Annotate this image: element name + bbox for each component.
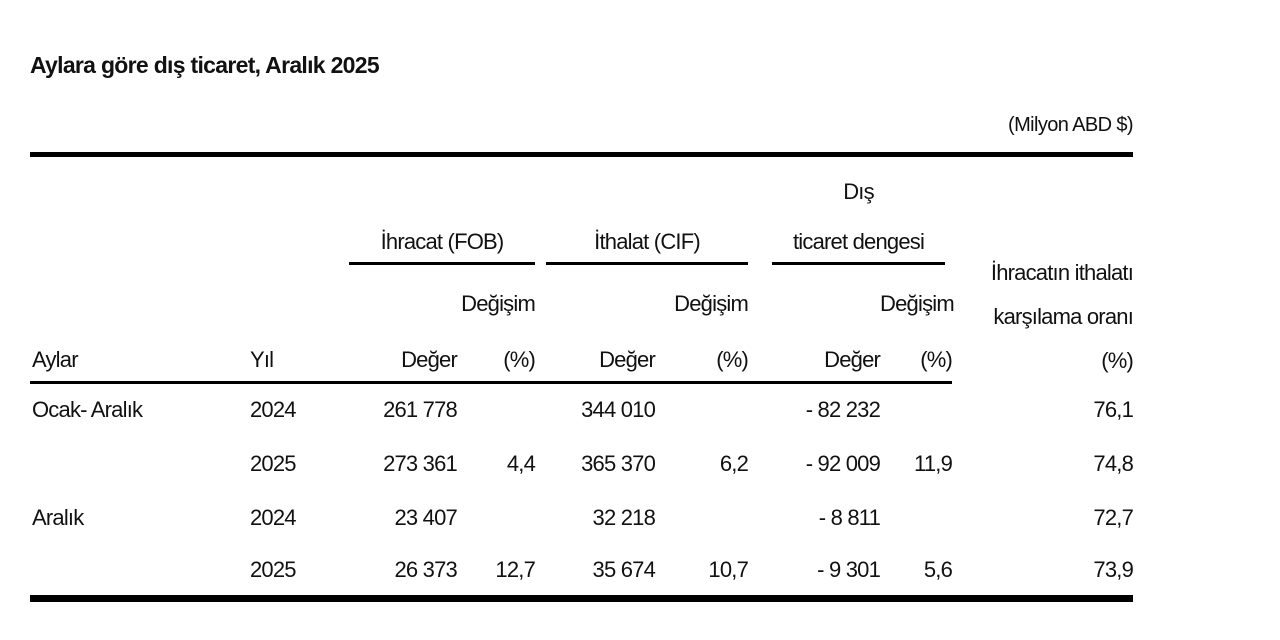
year-cell: 2024 [250, 397, 297, 423]
balance-pct-header: (%) [880, 327, 953, 384]
export-change-cell [457, 491, 535, 545]
coverage-ratio-cell: 74,8 [1093, 450, 1134, 476]
page-title: Aylara göre dış ticaret, Aralık 2025 [30, 52, 380, 78]
unit-note: (Milyon ABD $) [1008, 114, 1134, 136]
export-change-cell [457, 383, 535, 437]
import-change-cell: 6,2 [719, 450, 749, 476]
balance-change-cell [880, 491, 952, 545]
export-group-header: İhracat (FOB) [310, 155, 536, 265]
group-header-row: İhracat (FOB) İthalat (CIF) Dış ticaret … [30, 155, 1134, 373]
import-value-cell: 344 010 [581, 397, 656, 423]
year-header: Yıl [215, 327, 310, 384]
balance-change-cell [880, 383, 952, 437]
balance-change-cell: 11,9 [914, 450, 953, 476]
balance-value-cell: - 92 009 [805, 450, 881, 476]
trade-table: İhracat (FOB) İthalat (CIF) Dış ticaret … [30, 152, 1134, 602]
balance-value-cell: - 8 811 [818, 504, 881, 530]
spacer-cell [30, 265, 310, 327]
import-pct-header: (%) [655, 327, 749, 384]
month-cell: Aralık [32, 504, 84, 530]
balance-value-cell: - 9 301 [817, 556, 881, 582]
export-group-label: İhracat (FOB) [380, 229, 505, 254]
coverage-ratio-cell: 76,1 [1093, 396, 1134, 422]
balance-change-header: Değişim [880, 291, 955, 316]
balance-value-header: Değer [748, 327, 881, 384]
table-row: Ocak- Aralık 2024 261 778 344 010 - 82 2… [30, 383, 1134, 437]
export-value-cell: 26 373 [394, 556, 458, 582]
balance-group-label-line1: Dış [843, 179, 874, 204]
year-cell: 2025 [250, 556, 297, 582]
month-cell [30, 545, 215, 599]
sub-header-row: Aylar Yıl Değer (%) Değer (%) Değer (%) [30, 327, 1133, 384]
export-value-cell: 23 407 [394, 504, 458, 530]
import-value-cell: 35 674 [592, 556, 656, 582]
coverage-ratio-cell: 72,7 [1093, 504, 1134, 530]
month-cell: Ocak- Aralık [32, 397, 143, 423]
coverage-header-line1: İhracatın ithalatı [990, 259, 1134, 285]
balance-group-label-line2: ticaret dengesi [792, 229, 925, 254]
balance-group-header: Dış ticaret dengesi [748, 155, 952, 265]
change-header-row: Değişim Değişim Değişim [30, 265, 1133, 327]
year-cell: 2024 [250, 504, 297, 530]
balance-change-cell: 5,6 [923, 556, 953, 582]
spacer-cell [30, 155, 310, 266]
import-change-cell [655, 491, 748, 545]
import-group-header: İthalat (CIF) [535, 155, 749, 265]
spacer-cell [310, 265, 457, 327]
export-pct-header: (%) [457, 327, 536, 384]
import-value-cell: 365 370 [581, 450, 656, 476]
import-change-cell: 10,7 [708, 556, 749, 582]
coverage-header-line2: karşılama oranı [993, 303, 1134, 329]
year-cell: 2025 [250, 450, 297, 476]
import-value-cell: 32 218 [592, 504, 656, 530]
month-cell [30, 437, 215, 491]
months-header: Aylar [30, 327, 215, 384]
coverage-ratio-header: İhracatın ithalatı karşılama oranı (%) [952, 155, 1134, 383]
import-change-header: Değişim [674, 291, 749, 316]
export-change-cell: 4,4 [506, 450, 536, 476]
table-row: 2025 26 373 12,7 35 674 10,7 - 9 301 5,6… [30, 545, 1134, 599]
export-value-cell: 261 778 [383, 397, 458, 423]
export-value-header: Değer [310, 327, 458, 384]
spacer-cell [748, 265, 880, 327]
export-value-cell: 273 361 [383, 450, 458, 476]
balance-value-cell: - 82 232 [805, 397, 881, 423]
import-value-header: Değer [535, 327, 656, 384]
import-group-label: İthalat (CIF) [594, 229, 701, 254]
spacer-cell [535, 265, 655, 327]
coverage-ratio-cell: 73,9 [1093, 556, 1134, 582]
export-change-cell: 12,7 [495, 556, 536, 582]
table-row: Aralık 2024 23 407 32 218 - 8 811 72,7 [30, 491, 1134, 545]
coverage-header-line3: (%) [1101, 347, 1134, 373]
export-change-header: Değişim [461, 291, 536, 316]
table-row: 2025 273 361 4,4 365 370 6,2 - 92 009 11… [30, 437, 1134, 491]
import-change-cell [655, 383, 748, 437]
